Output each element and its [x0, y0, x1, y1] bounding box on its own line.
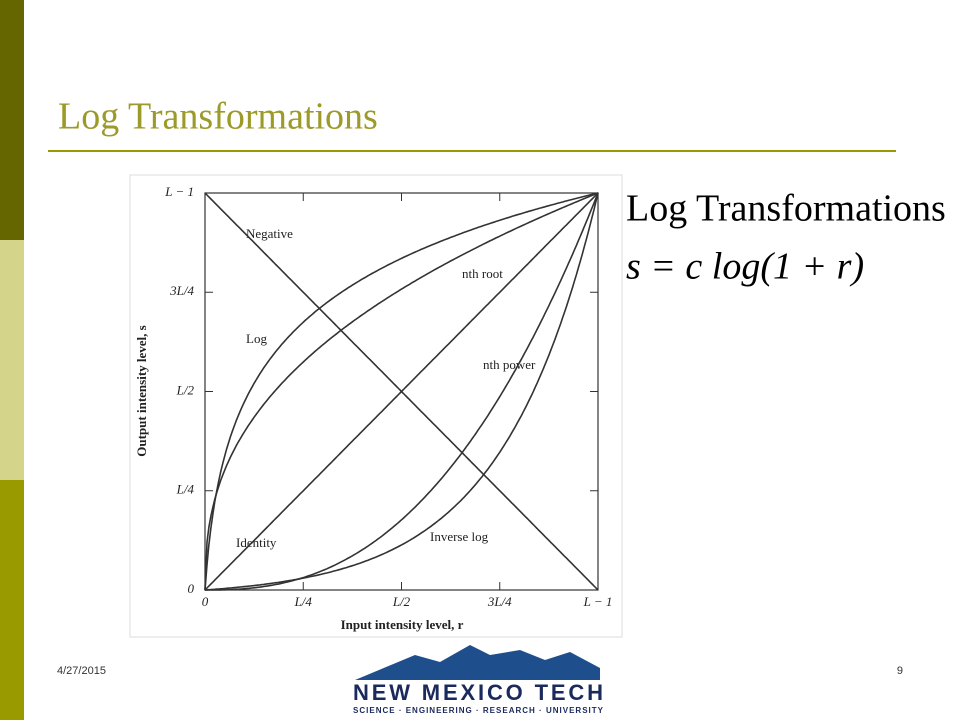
curve-log	[204, 192, 599, 591]
equation-heading: Log Transformations	[626, 188, 946, 230]
side-bar-bottom	[0, 480, 24, 720]
logo-tagline: SCIENCE · ENGINEERING · RESEARCH · UNIVE…	[353, 706, 604, 715]
side-bar-top	[0, 0, 24, 240]
x-axis-label: Input intensity level, r	[341, 617, 464, 632]
curve-label: Inverse log	[430, 529, 489, 544]
curve-label: Identity	[236, 535, 277, 550]
curve-identity	[204, 192, 599, 591]
y-tick-label: L/4	[176, 482, 195, 497]
y-tick-label: 3L/4	[169, 283, 194, 298]
side-bar-middle	[0, 240, 24, 480]
y-tick-label: 0	[188, 581, 195, 596]
curve-inverse-log	[204, 192, 599, 591]
logo-name: NEW MEXICO TECH	[353, 680, 603, 705]
figure: Output intensity level, s Input intensit…	[129, 174, 623, 638]
y-tick-label: L − 1	[164, 184, 194, 199]
logo-mountains	[355, 645, 600, 680]
curve-label: Negative	[246, 226, 293, 241]
x-tick-label: L − 1	[583, 594, 613, 609]
x-tick-label: 0	[202, 594, 209, 609]
x-tick-label: 3L/4	[487, 594, 512, 609]
x-tick-label: L/2	[392, 594, 411, 609]
curve-nth-root	[204, 192, 599, 591]
logo: NEW MEXICO TECH SCIENCE · ENGINEERING · …	[353, 645, 604, 715]
curve-label: nth power	[483, 357, 536, 372]
page-number: 9	[897, 665, 903, 677]
curve-label: nth root	[462, 266, 503, 281]
slide-date: 4/27/2015	[57, 665, 106, 677]
slide-title: Log Transformations	[58, 96, 378, 138]
x-tick-label: L/4	[294, 594, 313, 609]
curve-label: Log	[246, 331, 267, 346]
y-tick-label: L/2	[176, 382, 195, 397]
y-axis-label: Output intensity level, s	[134, 325, 149, 456]
curve-nth-power	[205, 192, 599, 591]
equation-formula: s = c log(1 + r)	[626, 246, 864, 288]
